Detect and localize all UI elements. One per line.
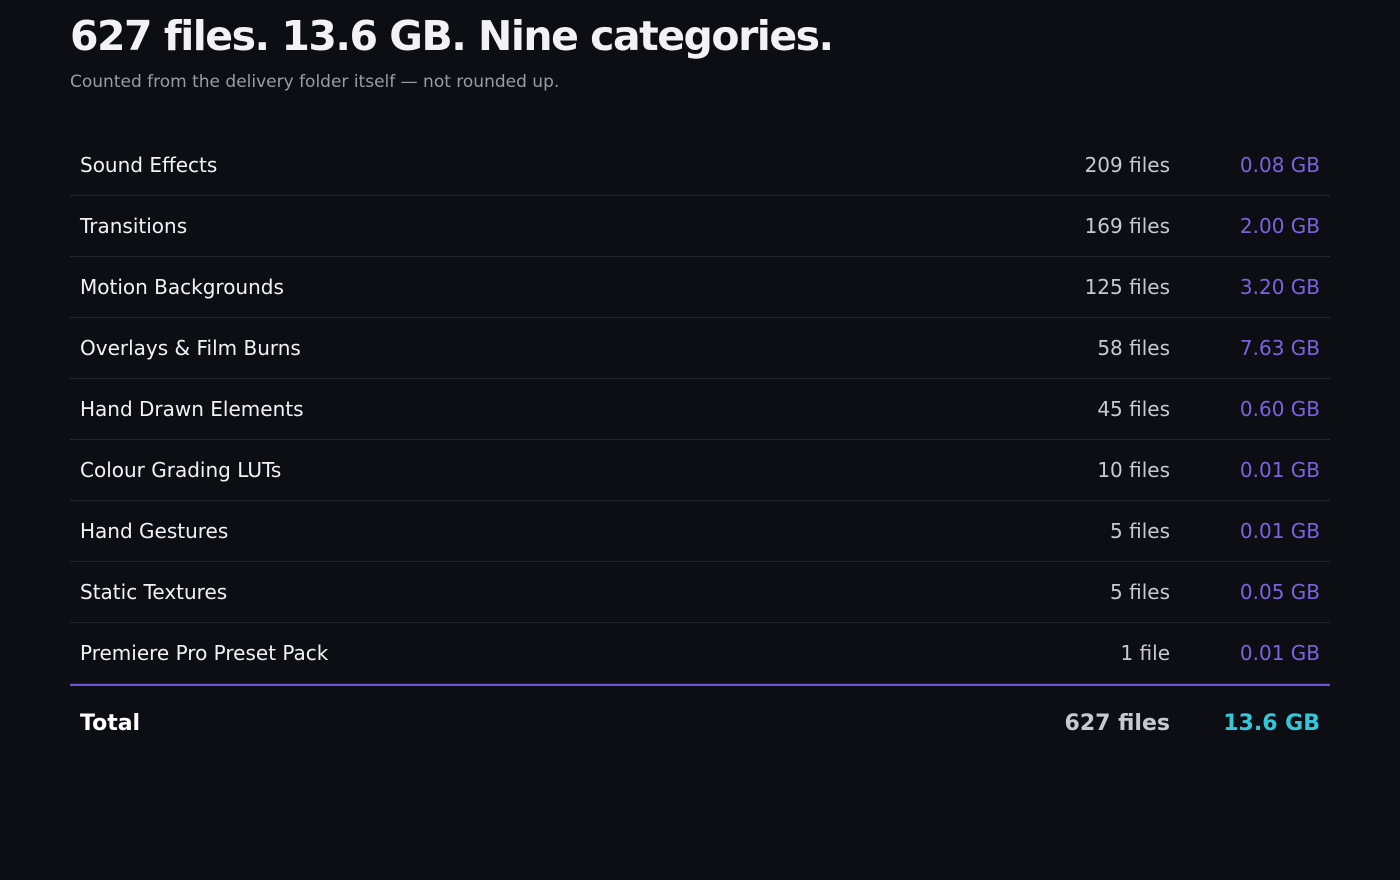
table-row: Premiere Pro Preset Pack 1 file 0.01 GB — [70, 623, 1330, 684]
table-row: Transitions 169 files 2.00 GB — [70, 196, 1330, 257]
size: 0.08 GB — [1239, 153, 1320, 177]
size: 0.05 GB — [1239, 580, 1320, 604]
table-row: Hand Drawn Elements 45 files 0.60 GB — [70, 379, 1330, 440]
file-count: 45 files — [1097, 397, 1170, 421]
file-count: 1 file — [1120, 641, 1170, 665]
category-name: Premiere Pro Preset Pack — [80, 641, 329, 665]
table-row: Colour Grading LUTs 10 files 0.01 GB — [70, 440, 1330, 501]
title: 627 files. 13.6 GB. Nine categories. — [70, 12, 834, 60]
category-name: Sound Effects — [80, 153, 218, 177]
file-count: 627 files — [1064, 710, 1170, 736]
subtitle: Counted from the delivery folder itself … — [70, 72, 560, 92]
category-name: Colour Grading LUTs — [80, 458, 282, 482]
table-row: Sound Effects 209 files 0.08 GB — [70, 135, 1330, 196]
size: 0.60 GB — [1239, 397, 1320, 421]
category-name: Transitions — [80, 214, 188, 238]
table-row: Static Textures 5 files 0.05 GB — [70, 562, 1330, 623]
size: 0.01 GB — [1239, 641, 1320, 665]
table-row: Hand Gestures 5 files 0.01 GB — [70, 501, 1330, 562]
size: 0.01 GB — [1239, 458, 1320, 482]
table-row: Total 627 files 13.6 GB — [70, 684, 1330, 760]
category-name: Hand Gestures — [80, 519, 229, 543]
category-name: Motion Backgrounds — [80, 275, 284, 299]
category-name: Total — [80, 710, 141, 736]
file-count: 10 files — [1097, 458, 1170, 482]
size: 13.6 GB — [1223, 710, 1320, 736]
file-count: 58 files — [1097, 336, 1170, 360]
size: 0.01 GB — [1239, 519, 1320, 543]
size: 7.63 GB — [1239, 336, 1320, 360]
table: Sound Effects 209 files 0.08 GB Transitions… — [70, 135, 1330, 760]
file-count: 169 files — [1084, 214, 1170, 238]
table-row: Motion Backgrounds 125 files 3.20 GB — [70, 257, 1330, 318]
file-count: 5 files — [1110, 580, 1170, 604]
file-count: 125 files — [1084, 275, 1170, 299]
size: 3.20 GB — [1239, 275, 1320, 299]
category-name: Overlays & Film Burns — [80, 336, 301, 360]
file-count: 5 files — [1110, 519, 1170, 543]
category-name: Hand Drawn Elements — [80, 397, 304, 421]
category-name: Static Textures — [80, 580, 228, 604]
size: 2.00 GB — [1239, 214, 1320, 238]
table-row: Overlays & Film Burns 58 files 7.63 GB — [70, 318, 1330, 379]
file-count: 209 files — [1084, 153, 1170, 177]
